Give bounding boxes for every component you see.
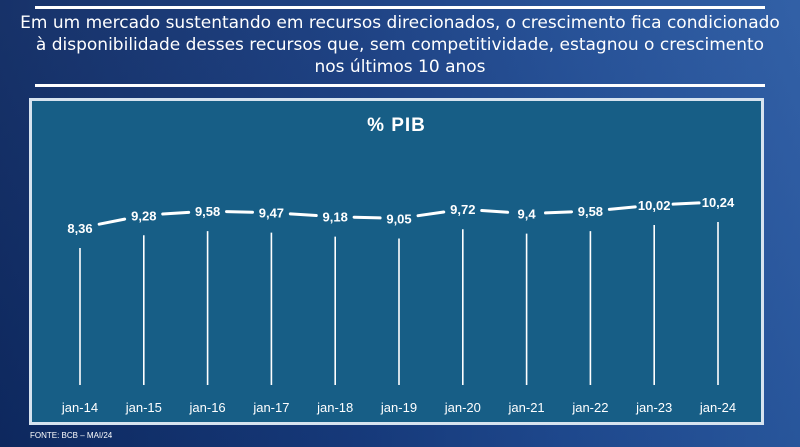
- headline: Em um mercado sustentando em recursos di…: [20, 13, 780, 77]
- data-label-jan-23: 10,02: [638, 198, 671, 213]
- series-line-segment-8: [544, 210, 573, 215]
- x-tick-label-jan-17: jan-17: [252, 400, 289, 415]
- data-label-jan-15: 9,28: [131, 208, 156, 223]
- data-label-jan-18: 9,18: [323, 210, 348, 225]
- headline-rule: [35, 84, 765, 87]
- x-tick-label-jan-24: jan-24: [699, 400, 736, 415]
- line-chart: 8,36 jan-14 9,28 jan-15 9,58 jan-16 9,47 jan-17…: [61, 195, 736, 415]
- x-tick-label-jan-19: jan-19: [380, 400, 417, 415]
- data-label-jan-17: 9,47: [259, 206, 284, 221]
- data-label-jan-21: 9,4: [518, 207, 537, 222]
- series-line-segment-5: [352, 215, 382, 220]
- data-label-jan-19: 9,05: [386, 211, 411, 226]
- series-line-segment-4: [288, 212, 318, 217]
- data-label-jan-20: 9,72: [450, 202, 475, 217]
- x-tick-label-jan-16: jan-16: [189, 400, 226, 415]
- data-label-jan-24: 10,24: [702, 195, 735, 210]
- series-line-segment-1: [97, 217, 127, 226]
- x-tick-label-jan-14: jan-14: [61, 400, 98, 415]
- series-line-segment-6: [416, 210, 446, 218]
- x-tick-label-jan-23: jan-23: [635, 400, 672, 415]
- x-tick-label-jan-18: jan-18: [316, 400, 353, 415]
- series-line-segment-10: [671, 201, 701, 206]
- series-line-segment-7: [480, 209, 510, 214]
- top-rule: [35, 6, 765, 9]
- source-note: FONTE: BCB – MAI/24: [30, 431, 113, 440]
- x-tick-label-jan-22: jan-22: [571, 400, 608, 415]
- series-line-segment-2: [161, 210, 191, 216]
- chart-panel: % PIB 8,36 jan-14 9,28 jan-15 9,58 jan-16 9,47…: [29, 98, 764, 425]
- series-line-segment-9: [607, 205, 637, 211]
- data-label-jan-22: 9,58: [578, 204, 603, 219]
- data-label-jan-14: 8,36: [67, 221, 92, 236]
- x-tick-label-jan-15: jan-15: [125, 400, 162, 415]
- chart-title: % PIB: [367, 115, 426, 136]
- x-tick-label-jan-21: jan-21: [508, 400, 545, 415]
- x-tick-label-jan-20: jan-20: [444, 400, 481, 415]
- data-label-jan-16: 9,58: [195, 204, 220, 219]
- series-line-segment-3: [225, 210, 254, 214]
